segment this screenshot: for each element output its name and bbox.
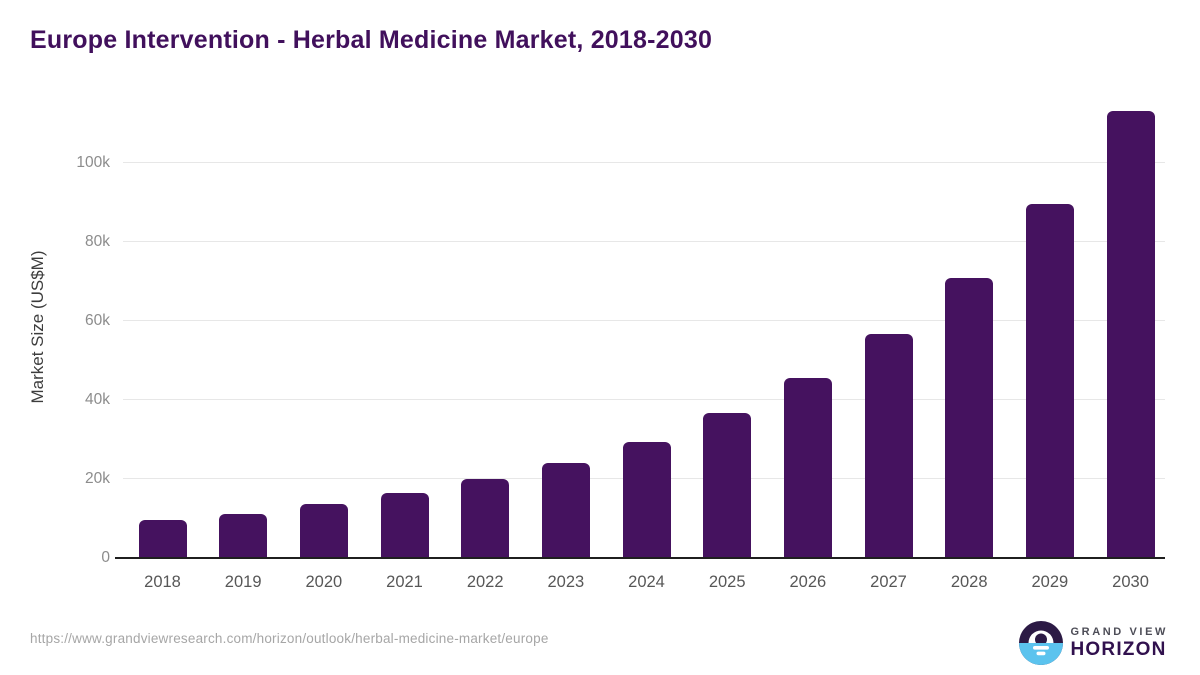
gridline-100k xyxy=(123,162,1165,163)
x-tick-label-2028: 2028 xyxy=(950,573,988,591)
bar-2024 xyxy=(622,441,671,558)
x-axis-line xyxy=(115,557,1165,559)
chart-title: Europe Intervention - Herbal Medicine Ma… xyxy=(30,26,713,54)
brand-name-bottom: HORIZON xyxy=(1070,639,1167,660)
y-axis-tick-labels: 0 20k 40k 60k 80k 100k xyxy=(40,95,110,566)
bar-2029 xyxy=(1025,203,1074,558)
gridline-80k xyxy=(123,241,1165,242)
bar-2030 xyxy=(1106,110,1155,558)
plot-area xyxy=(123,95,1165,558)
horizon-sun-icon xyxy=(1018,621,1063,665)
bar-2026 xyxy=(783,377,832,558)
x-tick-label-2029: 2029 xyxy=(1031,573,1069,591)
x-tick-label-2019: 2019 xyxy=(224,573,262,591)
x-tick-label-2025: 2025 xyxy=(708,573,746,591)
bar-2023 xyxy=(541,462,590,558)
x-tick-label-2022: 2022 xyxy=(466,573,504,591)
x-tick-label-2024: 2024 xyxy=(628,573,665,591)
source-url: https://www.grandviewresearch.com/horizo… xyxy=(30,631,549,646)
x-tick-label-2027: 2027 xyxy=(870,573,907,591)
y-tick-label-40k: 40k xyxy=(85,391,110,408)
x-axis-labels: 2018 2019 2020 2021 2022 2023 2024 2025 2026 2027… xyxy=(123,570,1165,596)
brand-wordmark: GRAND VIEW HORIZON xyxy=(1071,626,1169,660)
y-tick-label-100k: 100k xyxy=(76,154,110,171)
gridline-60k xyxy=(123,320,1165,321)
y-tick-label-20k: 20k xyxy=(85,470,110,487)
gridline-40k xyxy=(123,399,1165,400)
bar-2028 xyxy=(945,277,994,558)
x-tick-label-2026: 2026 xyxy=(789,573,827,591)
bar-2021 xyxy=(380,493,429,558)
x-tick-label-2018: 2018 xyxy=(144,573,181,591)
bar-2018 xyxy=(138,520,187,558)
x-tick-label-2030: 2030 xyxy=(1112,573,1149,591)
bar-2025 xyxy=(703,413,752,558)
y-tick-label-60k: 60k xyxy=(85,312,110,329)
bar-2020 xyxy=(299,503,348,558)
y-tick-label-80k: 80k xyxy=(85,233,110,250)
bar-2027 xyxy=(864,334,913,558)
x-tick-label-2020: 2020 xyxy=(305,573,343,591)
x-tick-label-2021: 2021 xyxy=(386,573,423,591)
bar-2022 xyxy=(461,479,510,558)
x-tick-label-2023: 2023 xyxy=(547,573,585,591)
bar-2019 xyxy=(219,513,268,558)
grand-view-horizon-logo: GRAND VIEW HORIZON xyxy=(1018,620,1169,666)
brand-name-top: GRAND VIEW xyxy=(1070,626,1168,638)
y-tick-label-0: 0 xyxy=(101,549,110,566)
